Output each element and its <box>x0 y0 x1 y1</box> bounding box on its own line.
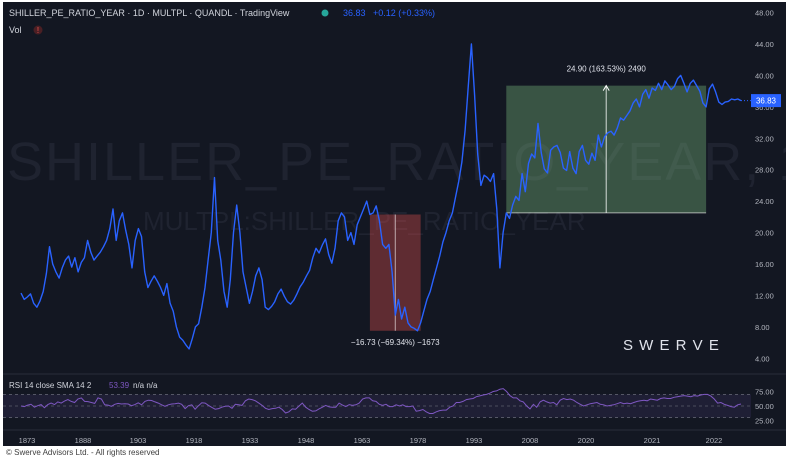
rsi-line[interactable] <box>20 388 742 414</box>
market-status-icon <box>321 9 329 17</box>
time-tick-label: 1903 <box>130 436 147 445</box>
tradingview-chart[interactable]: SHILLER_PE_RATIO_YEAR, 1D MULTPL:SHILLER… <box>3 2 786 446</box>
price-tick-label: 32.00 <box>755 134 774 143</box>
time-tick-label: 2008 <box>522 436 539 445</box>
price-tick-label: 44.00 <box>755 40 774 49</box>
rsi-tick-label: 75.00 <box>755 388 774 397</box>
series-line[interactable] <box>20 43 742 350</box>
last-price: 36.83 <box>343 8 366 18</box>
rsi-label[interactable]: RSI 14 close SMA 14 2 <box>9 381 92 390</box>
price-badge <box>751 94 781 108</box>
rsi-value: 53.39 <box>109 381 130 390</box>
chart-background <box>3 2 786 446</box>
rsi-tick-label: 25.00 <box>755 417 774 426</box>
measure-label-rise: 24.90 (163.53%) 2490 <box>567 65 647 74</box>
price-tick-label: 20.00 <box>755 229 774 238</box>
price-tick-label: 4.00 <box>755 354 770 363</box>
price-tick-label: 8.00 <box>755 323 770 332</box>
measure-layer: −16.73 (−69.34%) −1673 24.90 (163.53%) 24… <box>351 65 707 347</box>
measure-arrowhead-rise <box>602 84 610 91</box>
time-tick-label: 1888 <box>75 436 92 445</box>
price-tick-label: 40.00 <box>755 71 774 80</box>
rsi-tick-label: 50.00 <box>755 402 774 411</box>
watermark-symbol: SHILLER_PE_RATIO_YEAR, 1D <box>7 132 786 192</box>
price-pane[interactable] <box>20 43 751 350</box>
time-tick-label: 2022 <box>706 436 723 445</box>
time-tick-label: 2020 <box>578 436 595 445</box>
price-tick-label: 24.00 <box>755 197 774 206</box>
volume-warning-glyph: ! <box>37 26 39 35</box>
price-tick-label: 28.00 <box>755 166 774 175</box>
time-tick-label: 1948 <box>298 436 315 445</box>
price-tick-label: 36.00 <box>755 103 774 112</box>
price-tick-label: 48.00 <box>755 9 774 18</box>
time-tick-label: 1993 <box>466 436 483 445</box>
price-badge-value: 36.83 <box>756 97 777 106</box>
swerve-logo: S W E R V E <box>623 337 720 354</box>
time-tick-label: 1933 <box>242 436 259 445</box>
measure-label-decline: −16.73 (−69.34%) −1673 <box>351 338 440 347</box>
price-tick-label: 16.00 <box>755 260 774 269</box>
time-tick-label: 1873 <box>19 436 36 445</box>
symbol-title[interactable]: SHILLER_PE_RATIO_YEAR · 1D · MULTPL · QU… <box>9 8 290 18</box>
price-change: +0.12 (+0.33%) <box>373 8 435 18</box>
time-tick-label: 2021 <box>644 436 661 445</box>
time-tick-label: 1918 <box>186 436 203 445</box>
time-tick-label: 1978 <box>410 436 427 445</box>
price-tick-label: 12.00 <box>755 291 774 300</box>
rsi-na: n/a n/a <box>133 381 158 390</box>
rsi-pane[interactable]: 75.00 50.00 25.00 <box>3 388 774 426</box>
time-axis[interactable]: 1873 1888 1903 1918 1933 1948 1963 1978 1993 2008… <box>19 436 723 445</box>
volume-label[interactable]: Vol <box>9 25 22 35</box>
price-axis[interactable]: 4.00 8.00 12.00 16.00 20.00 24.00 28.00 32.00 36… <box>755 9 774 364</box>
time-tick-label: 1963 <box>354 436 371 445</box>
copyright-footer: © Swerve Advisors Ltd. - All rights rese… <box>6 448 160 457</box>
volume-warning-icon[interactable] <box>33 25 43 35</box>
